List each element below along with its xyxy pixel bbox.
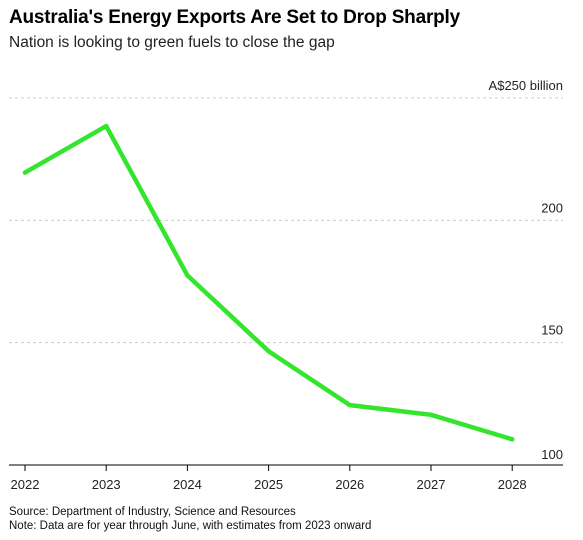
chart-footer: Source: Department of Industry, Science … — [9, 506, 371, 533]
data-point-2025 — [266, 349, 271, 354]
data-point-2027 — [428, 412, 434, 418]
y-tick-label-150: 150 — [541, 323, 563, 338]
x-tick-label-2024: 2024 — [173, 477, 202, 492]
x-tick-label-2025: 2025 — [254, 477, 283, 492]
chart-subtitle: Nation is looking to green fuels to clos… — [9, 34, 335, 51]
data-point-2024 — [185, 273, 190, 278]
y-tick-label-100: 100 — [541, 447, 563, 462]
source-note: Source: Department of Industry, Science … — [9, 506, 296, 518]
y-axis-labels: A$250 billion 200 150 100 — [489, 78, 563, 462]
x-tick-label-2023: 2023 — [92, 477, 121, 492]
data-point-2028 — [510, 437, 515, 442]
x-tick-label-2022: 2022 — [11, 477, 40, 492]
data-point-2023 — [104, 123, 109, 129]
y-tick-label-250: A$250 billion — [489, 78, 563, 93]
data-point-2022 — [22, 170, 28, 175]
y-tick-label-200: 200 — [541, 200, 563, 215]
x-tick-label-2027: 2027 — [417, 477, 446, 492]
data-point-2026 — [347, 402, 352, 408]
series — [22, 123, 515, 442]
gridlines — [9, 97, 563, 344]
x-tick-label-2028: 2028 — [498, 477, 527, 492]
x-axis-ticks — [24, 465, 513, 471]
chart-title: Australia's Energy Exports Are Set to Dr… — [9, 7, 460, 28]
data-note: Note: Data are for year through June, wi… — [9, 519, 372, 532]
series-line-0 — [22, 123, 515, 442]
x-axis-labels: 2022 2023 2024 2025 2026 2027 2028 — [11, 477, 527, 492]
x-tick-label-2026: 2026 — [335, 477, 364, 492]
